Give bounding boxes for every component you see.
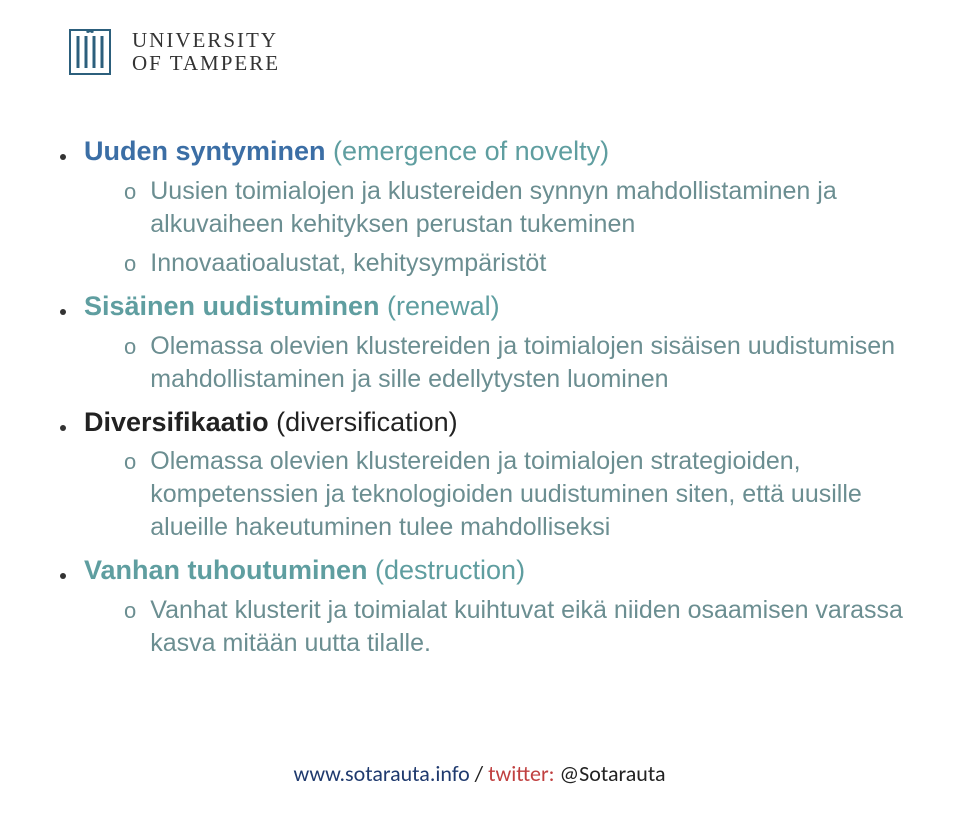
logo-text: UNIVERSITY OF TAMPERE	[132, 29, 280, 75]
disc-icon	[60, 154, 66, 160]
footer: www.sotarauta.info / twitter: @Sotarauta	[0, 760, 959, 787]
bullet-label: Diversifikaatio (diversification)	[84, 406, 458, 440]
sub-list: o Olemassa olevien klustereiden ja toimia…	[60, 330, 939, 396]
bullet-paren-text: (renewal)	[387, 291, 500, 321]
bullet-list: Uuden syntyminen (emergence of novelty) o…	[60, 135, 939, 660]
bullet-paren-text: (destruction)	[375, 555, 525, 585]
circle-icon: o	[124, 253, 136, 275]
sub-list: o Vanhat klusterit ja toimialat kuihtuvat…	[60, 594, 939, 660]
bullet-label-text: Sisäinen uudistuminen	[84, 291, 387, 321]
footer-sep: /	[470, 760, 488, 787]
sub-item: o Innovaatioalustat, kehitysympäristöt	[124, 247, 939, 280]
sub-item: o Olemassa olevien klustereiden ja toimia…	[124, 445, 939, 544]
sub-item: o Vanhat klusterit ja toimialat kuihtuvat…	[124, 594, 939, 660]
bullet-item: Vanhan tuhoutuminen (destruction) o Vanhat…	[60, 554, 939, 660]
bullet-paren-text: (diversification)	[276, 407, 458, 437]
bullet-label-text: Uuden syntyminen	[84, 136, 333, 166]
sub-text: Uusien toimialojen ja klustereiden synny…	[150, 175, 939, 241]
bullet-row: Vanhan tuhoutuminen (destruction)	[60, 554, 939, 588]
bullet-paren-text: (emergence of novelty)	[333, 136, 609, 166]
bullet-label: Uuden syntyminen (emergence of novelty)	[84, 135, 609, 169]
sub-text: Olemassa olevien klustereiden ja toimial…	[150, 330, 939, 396]
disc-icon	[60, 309, 66, 315]
disc-icon	[60, 573, 66, 579]
sub-item: o Uusien toimialojen ja klustereiden synn…	[124, 175, 939, 241]
bullet-item: Diversifikaatio (diversification) o Olemas…	[60, 406, 939, 545]
sub-list: o Uusien toimialojen ja klustereiden synn…	[60, 175, 939, 280]
bullet-label: Vanhan tuhoutuminen (destruction)	[84, 554, 525, 588]
bullet-item: Sisäinen uudistuminen (renewal) o Olemassa…	[60, 290, 939, 396]
sub-text: Innovaatioalustat, kehitysympäristöt	[150, 247, 546, 280]
sub-text: Vanhat klusterit ja toimialat kuihtuvat …	[150, 594, 939, 660]
disc-icon	[60, 425, 66, 431]
torch-icon	[62, 24, 118, 80]
logo-line-1: UNIVERSITY	[132, 29, 280, 52]
circle-icon: o	[124, 181, 136, 203]
bullet-row: Sisäinen uudistuminen (renewal)	[60, 290, 939, 324]
slide-content: Uuden syntyminen (emergence of novelty) o…	[60, 135, 939, 670]
circle-icon: o	[124, 600, 136, 622]
circle-icon: o	[124, 451, 136, 473]
sub-text: Olemassa olevien klustereiden ja toimial…	[150, 445, 939, 544]
bullet-label: Sisäinen uudistuminen (renewal)	[84, 290, 500, 324]
footer-twitter-label: twitter:	[488, 760, 554, 787]
logo: UNIVERSITY OF TAMPERE	[62, 24, 280, 80]
sub-item: o Olemassa olevien klustereiden ja toimia…	[124, 330, 939, 396]
bullet-label-text: Diversifikaatio	[84, 407, 276, 437]
circle-icon: o	[124, 336, 136, 358]
logo-line-2: OF TAMPERE	[132, 52, 280, 75]
footer-url: www.sotarauta.info	[294, 760, 470, 787]
bullet-row: Diversifikaatio (diversification)	[60, 406, 939, 440]
sub-list: o Olemassa olevien klustereiden ja toimia…	[60, 445, 939, 544]
bullet-label-text: Vanhan tuhoutuminen	[84, 555, 375, 585]
bullet-row: Uuden syntyminen (emergence of novelty)	[60, 135, 939, 169]
bullet-item: Uuden syntyminen (emergence of novelty) o…	[60, 135, 939, 280]
footer-handle: @Sotarauta	[555, 760, 666, 787]
